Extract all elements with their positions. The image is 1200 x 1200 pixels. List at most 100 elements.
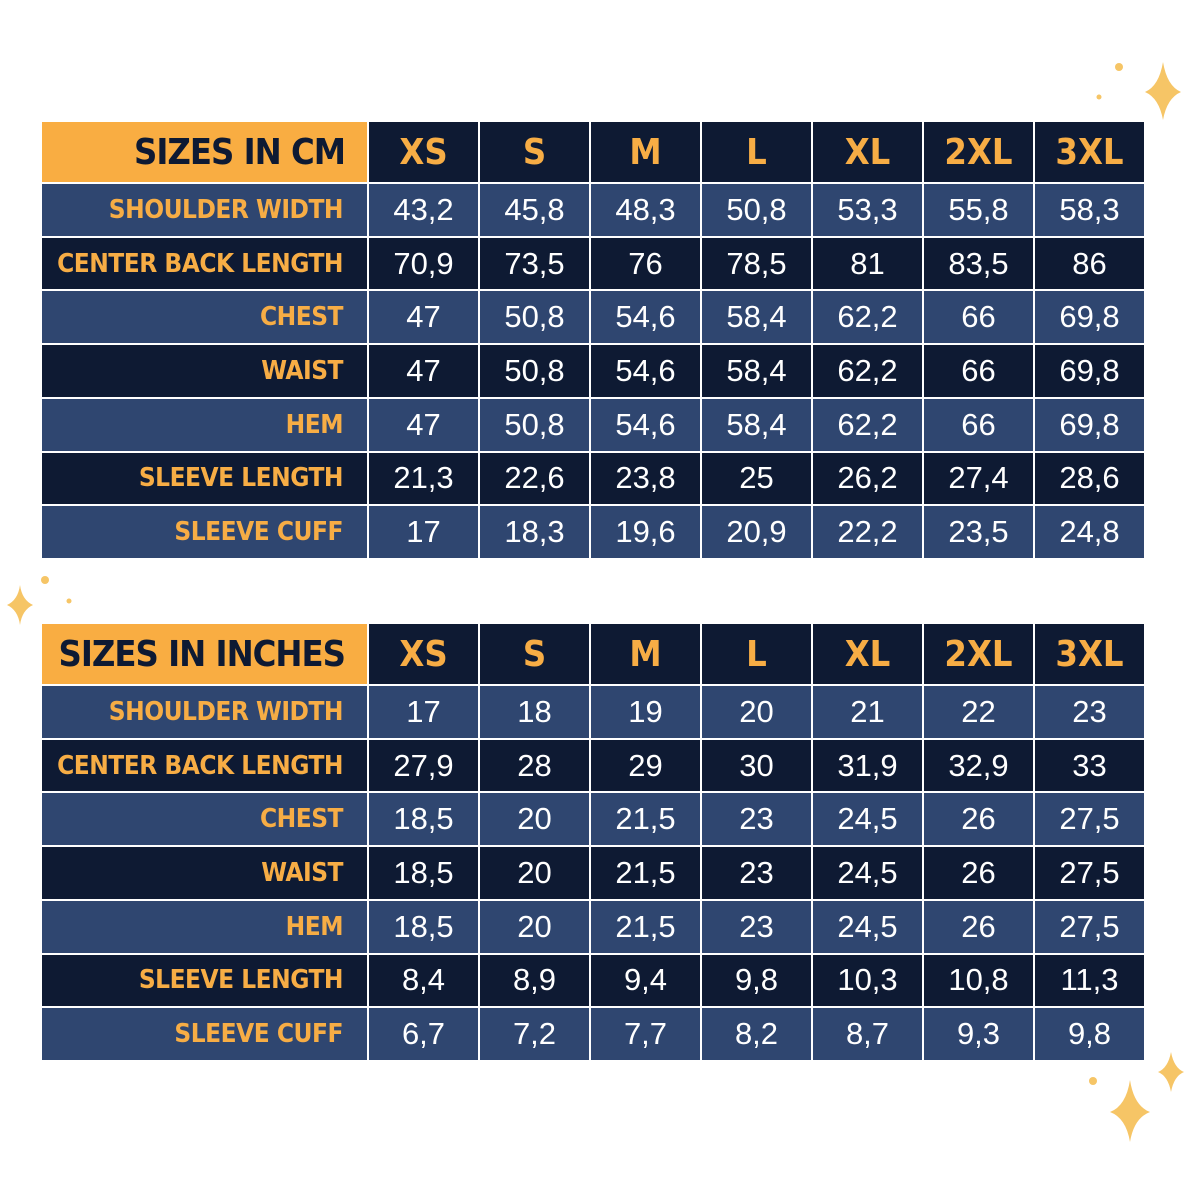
measurement: 22,2 (813, 506, 922, 558)
measurement: 21,3 (369, 452, 478, 505)
measurement: 26 (924, 900, 1033, 953)
size-header: XL (813, 122, 922, 182)
measurement: 27,5 (1035, 847, 1144, 899)
row-label: CHEST (42, 291, 367, 344)
measurement: 58,4 (702, 345, 811, 397)
measurement: 20 (480, 847, 589, 899)
measurement: 26 (924, 793, 1033, 846)
measurement: 23 (1035, 686, 1144, 738)
measurement: 17 (369, 686, 478, 738)
measurement: 20 (480, 900, 589, 953)
measurement: 62,2 (813, 345, 922, 397)
measurement: 55,8 (924, 184, 1033, 236)
measurement: 69,8 (1035, 291, 1144, 344)
measurement: 18,5 (369, 793, 478, 846)
row-label: SLEEVE CUFF (42, 506, 367, 558)
measurement: 45,8 (480, 184, 589, 236)
measurement: 47 (369, 345, 478, 397)
measurement: 23 (702, 847, 811, 899)
measurement: 86 (1035, 237, 1144, 290)
row-label: CHEST (42, 793, 367, 846)
measurement: 9,4 (591, 954, 700, 1007)
measurement: 27,5 (1035, 900, 1144, 953)
measurement: 62,2 (813, 291, 922, 344)
size-header: XS (369, 624, 478, 684)
size-header: XL (813, 624, 922, 684)
measurement: 10,8 (924, 954, 1033, 1007)
measurement: 53,3 (813, 184, 922, 236)
measurement: 47 (369, 398, 478, 451)
measurement: 22,6 (480, 452, 589, 505)
measurement: 21,5 (591, 793, 700, 846)
size-header: 2XL (924, 122, 1033, 182)
measurement: 58,4 (702, 291, 811, 344)
measurement: 10,3 (813, 954, 922, 1007)
measurement: 29 (591, 739, 700, 792)
measurement: 20,9 (702, 506, 811, 558)
measurement: 22 (924, 686, 1033, 738)
size-header: L (702, 122, 811, 182)
size-header: 3XL (1035, 624, 1144, 684)
measurement: 54,6 (591, 398, 700, 451)
measurement: 9,3 (924, 1008, 1033, 1060)
size-header: S (480, 122, 589, 182)
measurement: 69,8 (1035, 345, 1144, 397)
size-header: L (702, 624, 811, 684)
size-header: 2XL (924, 624, 1033, 684)
measurement: 24,5 (813, 847, 922, 899)
measurement: 83,5 (924, 237, 1033, 290)
size-table: SIZES IN INCHES XS S M L XL 2XL 3XL SHOULDER WID… (42, 624, 1144, 1060)
measurement: 26,2 (813, 452, 922, 505)
measurement: 23,5 (924, 506, 1033, 558)
measurement: 66 (924, 398, 1033, 451)
row-label: SHOULDER WIDTH (42, 184, 367, 236)
measurement: 50,8 (480, 398, 589, 451)
measurement: 8,2 (702, 1008, 811, 1060)
measurement: 20 (702, 686, 811, 738)
row-label: HEM (42, 398, 367, 451)
measurement: 50,8 (480, 291, 589, 344)
measurement: 8,4 (369, 954, 478, 1007)
measurement: 24,5 (813, 793, 922, 846)
measurement: 28,6 (1035, 452, 1144, 505)
measurement: 78,5 (702, 237, 811, 290)
measurement: 19,6 (591, 506, 700, 558)
measurement: 26 (924, 847, 1033, 899)
measurement: 8,9 (480, 954, 589, 1007)
row-label: HEM (42, 900, 367, 953)
row-label: CENTER BACK LENGTH (42, 739, 367, 792)
measurement: 19 (591, 686, 700, 738)
size-header: M (591, 624, 700, 684)
measurement: 24,8 (1035, 506, 1144, 558)
row-label: CENTER BACK LENGTH (42, 237, 367, 290)
measurement: 43,2 (369, 184, 478, 236)
measurement: 66 (924, 345, 1033, 397)
measurement: 28 (480, 739, 589, 792)
measurement: 20 (480, 793, 589, 846)
measurement: 21,5 (591, 847, 700, 899)
measurement: 23,8 (591, 452, 700, 505)
measurement: 11,3 (1035, 954, 1144, 1007)
measurement: 27,9 (369, 739, 478, 792)
measurement: 25 (702, 452, 811, 505)
measurement: 50,8 (480, 345, 589, 397)
measurement: 58,3 (1035, 184, 1144, 236)
row-label: SLEEVE LENGTH (42, 954, 367, 1007)
measurement: 58,4 (702, 398, 811, 451)
measurement: 54,6 (591, 291, 700, 344)
measurement: 17 (369, 506, 478, 558)
measurement: 54,6 (591, 345, 700, 397)
row-label: SLEEVE LENGTH (42, 452, 367, 505)
row-label: SLEEVE CUFF (42, 1008, 367, 1060)
measurement: 9,8 (702, 954, 811, 1007)
measurement: 24,5 (813, 900, 922, 953)
measurement: 21,5 (591, 900, 700, 953)
measurement: 30 (702, 739, 811, 792)
size-header: S (480, 624, 589, 684)
measurement: 81 (813, 237, 922, 290)
measurement: 18,5 (369, 900, 478, 953)
measurement: 47 (369, 291, 478, 344)
measurement: 23 (702, 900, 811, 953)
measurement: 27,5 (1035, 793, 1144, 846)
